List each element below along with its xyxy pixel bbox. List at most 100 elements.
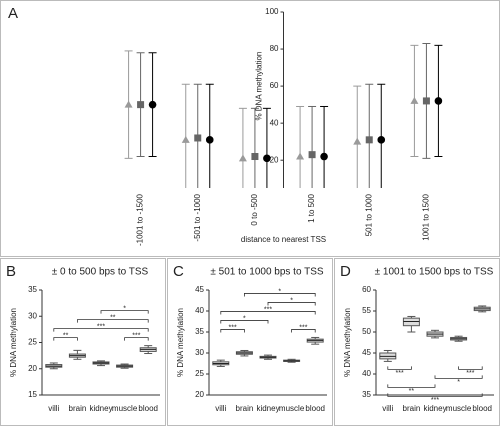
y-tick-label: 40 xyxy=(270,118,279,127)
point xyxy=(148,100,157,109)
y-tick-label: 20 xyxy=(270,155,279,164)
significance-label: *** xyxy=(264,306,272,313)
point xyxy=(434,97,443,105)
x-tick-label: 1001 to 1500 xyxy=(422,193,431,240)
significance-label: ** xyxy=(409,388,415,395)
significance-label: * xyxy=(243,315,246,322)
x-axis-label: distance to nearest TSS xyxy=(241,235,326,244)
x-tick-label: kidney xyxy=(256,404,279,413)
significance-bracket xyxy=(387,393,483,397)
y-tick-label: 15 xyxy=(28,390,37,399)
y-tick-label: 30 xyxy=(28,311,37,320)
y-tick-label: 20 xyxy=(28,364,37,373)
y-axis-label: % DNA methylation xyxy=(255,52,264,121)
x-tick-label: blood xyxy=(138,404,158,413)
x-tick-label: brain xyxy=(236,404,254,413)
point xyxy=(251,153,259,161)
y-axis-label: % DNA methylation xyxy=(176,308,185,377)
y-axis-label: % DNA methylation xyxy=(9,308,18,377)
x-tick-label: muscle xyxy=(112,404,138,413)
plot-area xyxy=(124,42,443,188)
significance-label: * xyxy=(290,297,293,304)
y-tick-label: 60 xyxy=(270,81,279,90)
significance-bracket xyxy=(291,329,316,333)
x-tick-label: -501 to -1000 xyxy=(193,193,202,241)
point xyxy=(296,152,305,160)
panel-letter: C xyxy=(173,263,184,280)
significance-label: * xyxy=(457,379,460,386)
y-tick-label: 50 xyxy=(362,327,371,336)
x-tick-label: blood xyxy=(472,404,492,413)
x-tick-label: brain xyxy=(403,404,421,413)
y-tick-label: 40 xyxy=(195,306,204,315)
panel-frame xyxy=(0,258,166,426)
significance-bracket xyxy=(244,293,316,297)
panel-title: ± 501 to 1000 bps to TSS xyxy=(210,267,323,278)
point xyxy=(377,136,386,144)
x-tick-label: muscle xyxy=(446,404,472,413)
point xyxy=(137,101,145,109)
y-tick-label: 25 xyxy=(28,338,37,347)
significance-bracket xyxy=(387,384,436,388)
y-tick-label: 35 xyxy=(28,285,37,294)
panel-letter: B xyxy=(6,263,16,280)
point xyxy=(410,96,419,104)
significance-label: *** xyxy=(431,397,439,404)
significance-label: ** xyxy=(110,314,116,321)
x-tick-label: brain xyxy=(69,404,87,413)
significance-label: *** xyxy=(466,370,474,377)
panel-letter: A xyxy=(8,5,18,22)
x-tick-label: blood xyxy=(305,404,325,413)
panel-title: ± 0 to 500 bps to TSS xyxy=(52,267,149,278)
y-tick-label: 35 xyxy=(362,390,371,399)
x-tick-label: muscle xyxy=(279,404,305,413)
significance-label: * xyxy=(278,288,281,295)
significance-bracket xyxy=(53,328,149,332)
point xyxy=(263,154,271,163)
point xyxy=(181,135,190,143)
panel-letter: D xyxy=(340,263,351,280)
significance-label: * xyxy=(123,305,126,312)
y-tick-label: 45 xyxy=(195,285,204,294)
significance-bracket xyxy=(220,320,269,324)
y-tick-label: 20 xyxy=(195,390,204,399)
point xyxy=(308,151,316,159)
point xyxy=(124,100,133,108)
point xyxy=(353,137,362,145)
y-axis-label: % DNA methylation xyxy=(343,308,352,377)
x-tick-label: 0 to -500 xyxy=(250,193,259,225)
x-tick-label: villi xyxy=(382,404,393,413)
significance-label: *** xyxy=(299,324,307,331)
point xyxy=(238,154,247,162)
y-tick-label: 55 xyxy=(362,306,371,315)
y-tick-label: 45 xyxy=(362,348,371,357)
significance-bracket xyxy=(458,366,483,370)
significance-bracket xyxy=(77,319,149,323)
point xyxy=(320,152,328,161)
significance-bracket xyxy=(124,337,149,341)
significance-bracket xyxy=(220,329,245,333)
x-tick-label: -1001 to -1500 xyxy=(136,193,145,246)
point xyxy=(365,136,373,144)
y-tick-label: 35 xyxy=(195,327,204,336)
point xyxy=(194,134,202,142)
significance-label: *** xyxy=(132,332,140,339)
y-tick-label: 80 xyxy=(270,44,279,53)
y-tick-label: 30 xyxy=(195,348,204,357)
y-tick-label: 60 xyxy=(362,285,371,294)
point xyxy=(205,136,214,144)
x-tick-label: 501 to 1000 xyxy=(364,193,373,236)
significance-label: *** xyxy=(97,323,105,330)
x-tick-label: villi xyxy=(48,404,59,413)
y-tick-label: 25 xyxy=(195,369,204,378)
x-tick-label: 1 to 500 xyxy=(307,193,316,222)
significance-bracket xyxy=(434,375,483,379)
x-tick-label: kidney xyxy=(423,404,446,413)
significance-bracket xyxy=(267,302,316,306)
panel-frame xyxy=(334,258,500,426)
point xyxy=(422,97,430,105)
significance-bracket xyxy=(387,366,412,370)
significance-bracket xyxy=(100,310,149,314)
significance-label: *** xyxy=(396,370,404,377)
